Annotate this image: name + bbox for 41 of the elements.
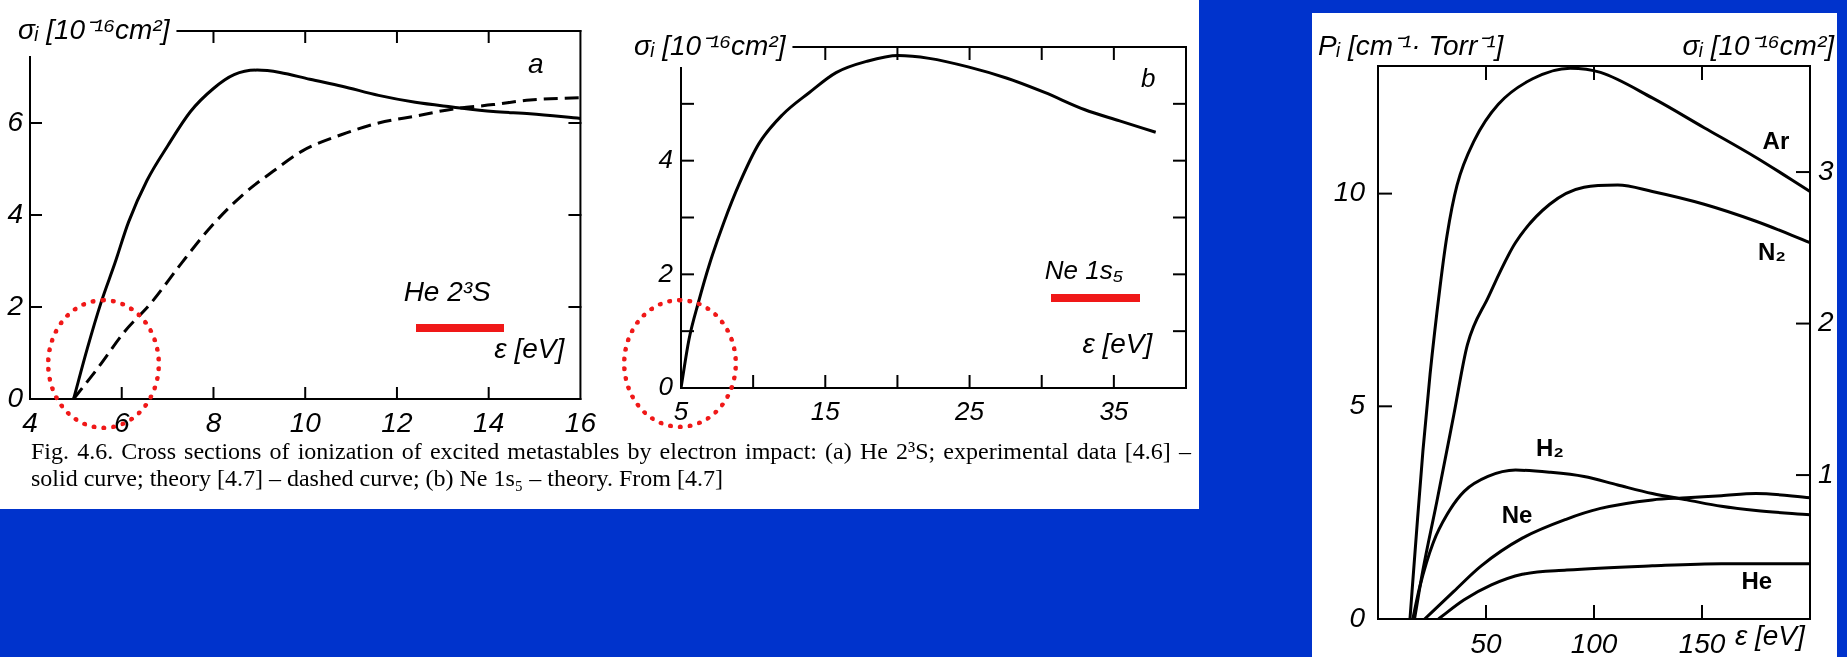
x-axis-title: ε [eV]	[494, 332, 566, 364]
annotation: He 2³S	[403, 275, 492, 307]
x-tick-label: 15	[810, 395, 841, 426]
x-tick-label: 50	[1470, 627, 1502, 657]
series-label: H₂	[1535, 434, 1564, 462]
y-tick-label: 0	[7, 381, 24, 413]
x-tick-label: 6	[113, 406, 130, 438]
caption: Fig. 4.6. Cross sections of ionization of excited metastables by electron impact: (a) He 2³S; experimental data [4.6] – solid curve; theory [4.7] – dashed curve; (b) Ne 1s₅ – theory. From [4.7]	[31, 438, 1191, 492]
x-axis-title: ε [eV]	[1082, 327, 1154, 359]
x-tick-label: 25	[954, 395, 985, 426]
x-tick-label: 10	[289, 406, 322, 438]
y2-tick-label: 2	[1817, 306, 1834, 338]
annotation: Ne 1s₅	[1044, 254, 1124, 285]
y2-tick-label: 1	[1818, 457, 1834, 489]
series-label: N₂	[1757, 237, 1786, 265]
y-tick-label: 0	[658, 371, 674, 402]
annotation: b	[1140, 62, 1156, 93]
y-tick-label: 2	[6, 289, 24, 321]
y-tick-label: 4	[7, 197, 23, 229]
y-axis-title: Pᵢ [cm⁻¹· Torr⁻¹]	[1318, 29, 1505, 61]
series-label: Ne	[1501, 501, 1533, 529]
series-label: He	[1741, 566, 1773, 594]
y-tick-label: 10	[1333, 176, 1366, 208]
x-tick-label: 12	[381, 406, 413, 438]
series-label: Ar	[1762, 127, 1790, 155]
y-tick-label: 0	[1349, 601, 1366, 633]
x-tick-label: 8	[205, 406, 222, 438]
y-tick-label: 6	[7, 105, 24, 137]
x-tick-label: 16	[564, 406, 597, 438]
x-tick-label: 100	[1570, 627, 1618, 657]
annotation: a	[528, 47, 544, 79]
y-tick-label: 2	[657, 257, 674, 288]
x-tick-label: 35	[1099, 395, 1129, 426]
y-tick-label: 4	[658, 143, 673, 174]
x-axis-title: ε [eV]	[1734, 619, 1806, 651]
y-axis-title: σᵢ [10⁻¹⁶cm²]	[18, 13, 171, 45]
y-axis-title: σᵢ [10⁻¹⁶cm²]	[634, 29, 787, 61]
x-tick-label: 14	[473, 406, 505, 438]
y2-tick-label: 3	[1818, 154, 1834, 186]
y2-axis-title: σᵢ [10⁻¹⁶cm²]	[1682, 29, 1836, 61]
x-tick-label: 150	[1678, 627, 1726, 657]
